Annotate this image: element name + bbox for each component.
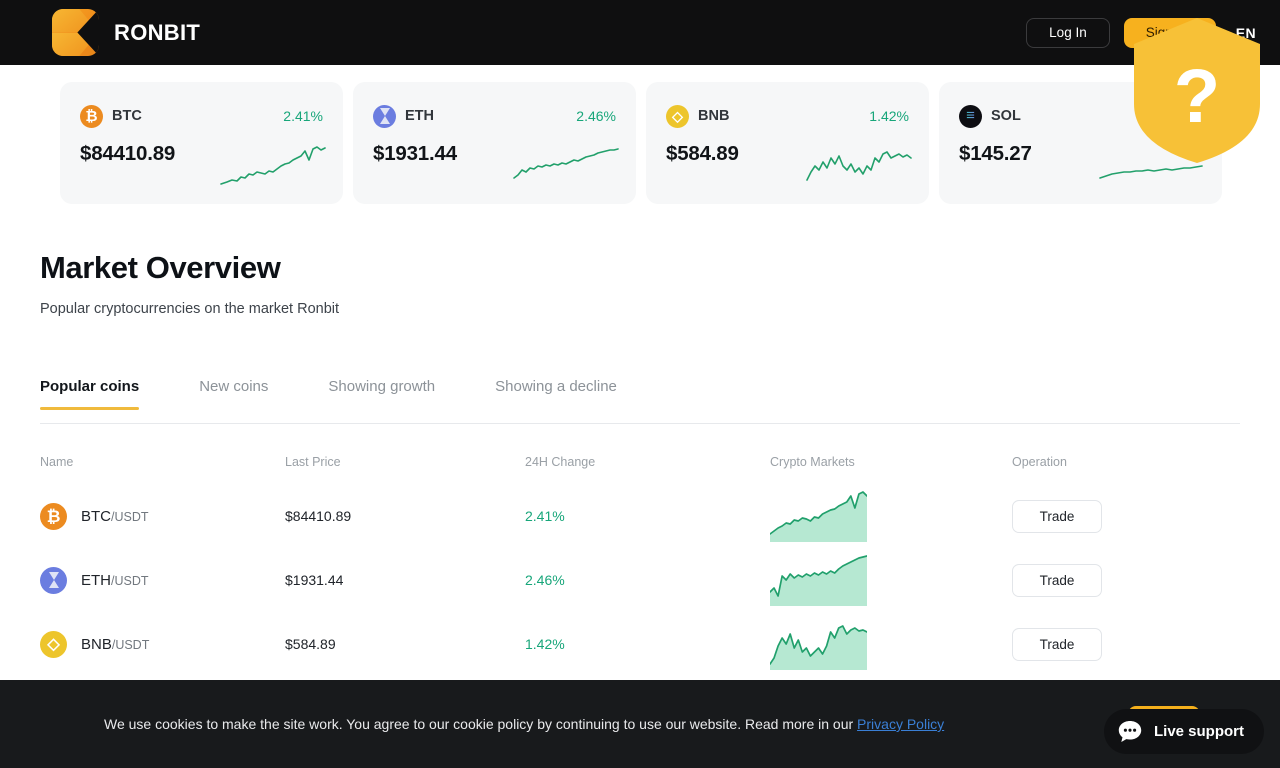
ticker-price: $584.89 xyxy=(666,142,739,165)
pair-base: ETH xyxy=(81,571,111,589)
bnb-icon xyxy=(40,630,67,658)
pair-cell: BTC/USDT xyxy=(40,502,285,530)
table-row[interactable]: ETH/USDT $1931.44 2.46% Trade xyxy=(40,548,1240,612)
table-row[interactable]: BNB/USDT $584.89 1.42% Trade xyxy=(40,612,1240,676)
column-header-operation: Operation xyxy=(1012,455,1067,469)
chat-bubble-icon xyxy=(1117,719,1143,745)
column-header-crypto-markets: Crypto Markets xyxy=(770,455,855,469)
pair-quote: /USDT xyxy=(111,637,150,652)
cell-24h-change: 1.42% xyxy=(525,636,565,652)
table-header-row: Name Last Price 24H Change Crypto Market… xyxy=(40,440,1240,484)
ticker-symbol: BNB xyxy=(698,108,730,124)
column-header-24h-change: 24H Change xyxy=(525,455,596,469)
trade-button[interactable]: Trade xyxy=(1012,499,1102,533)
column-header-last-price: Last Price xyxy=(285,455,341,469)
bitcoin-icon xyxy=(40,502,67,530)
cell-crypto-markets xyxy=(770,490,1012,542)
cookie-banner: We use cookies to make the site work. Yo… xyxy=(0,680,1280,768)
cell-24h-change: 2.46% xyxy=(525,572,565,588)
pair-cell: ETH/USDT xyxy=(40,566,285,594)
ticker-sparkline xyxy=(512,144,620,190)
pair-label: BTC/USDT xyxy=(81,508,149,525)
tab-showing-growth[interactable]: Showing growth xyxy=(328,378,435,409)
pair-base: BTC xyxy=(81,507,111,525)
ticker-price: $145.27 xyxy=(959,142,1032,165)
cell-crypto-markets xyxy=(770,618,1012,670)
ethereum-icon xyxy=(373,104,396,128)
ticker-sparkline xyxy=(805,144,913,190)
cell-last-price: $1931.44 xyxy=(285,572,344,588)
solana-icon xyxy=(959,104,982,128)
tab-popular-coins[interactable]: Popular coins xyxy=(40,378,140,410)
pair-quote: /USDT xyxy=(111,573,149,588)
page-title: Market Overview xyxy=(40,250,281,285)
column-header-name: Name xyxy=(40,455,74,469)
pair-cell: BNB/USDT xyxy=(40,630,285,658)
live-support-button[interactable]: Live support xyxy=(1103,709,1264,754)
cookie-text: We use cookies to make the site work. Yo… xyxy=(104,716,944,732)
ticker-price: $84410.89 xyxy=(80,142,176,165)
brand-name: RONBIT xyxy=(114,19,201,45)
bitcoin-icon xyxy=(80,104,103,128)
privacy-policy-link[interactable]: Privacy Policy xyxy=(857,716,945,732)
ticker-symbol: BTC xyxy=(112,108,142,124)
live-support-label: Live support xyxy=(1153,723,1244,740)
pair-label: BNB/USDT xyxy=(81,636,149,653)
login-button[interactable]: Log In xyxy=(1026,17,1110,48)
market-tabs: Popular coins New coins Showing growth S… xyxy=(40,378,1240,424)
ticker-card[interactable]: BNB 1.42% $584.89 xyxy=(646,82,929,204)
cell-last-price: $84410.89 xyxy=(285,508,352,524)
ticker-card-list: BTC 2.41% $84410.89 ETH 2.46% $1931.44 B… xyxy=(60,82,1222,204)
ticker-change: 1.42% xyxy=(869,108,909,124)
row-sparkline xyxy=(770,618,867,670)
cell-last-price: $584.89 xyxy=(285,636,336,652)
market-table: Name Last Price 24H Change Crypto Market… xyxy=(40,440,1240,676)
bnb-icon xyxy=(666,104,689,128)
page-subtitle: Popular cryptocurrencies on the market R… xyxy=(40,301,340,317)
ticker-symbol: ETH xyxy=(405,108,434,124)
ticker-card[interactable]: ETH 2.46% $1931.44 xyxy=(353,82,636,204)
cell-24h-change: 2.41% xyxy=(525,508,565,524)
cookie-message: We use cookies to make the site work. Yo… xyxy=(104,716,858,732)
ticker-change: 2.41% xyxy=(283,108,323,124)
cell-operation: Trade xyxy=(1012,627,1212,661)
cell-operation: Trade xyxy=(1012,563,1212,597)
pair-base: BNB xyxy=(81,635,112,653)
row-sparkline xyxy=(770,490,867,542)
brand[interactable]: RONBIT xyxy=(52,9,200,56)
ticker-card[interactable]: BTC 2.41% $84410.89 xyxy=(60,82,343,204)
cell-operation: Trade xyxy=(1012,499,1212,533)
ticker-sparkline xyxy=(1098,144,1206,190)
trade-button[interactable]: Trade xyxy=(1012,563,1102,597)
ticker-symbol: SOL xyxy=(991,108,1021,124)
row-sparkline xyxy=(770,554,867,606)
pair-quote: /USDT xyxy=(111,509,149,524)
table-row[interactable]: BTC/USDT $84410.89 2.41% Trade xyxy=(40,484,1240,548)
ticker-price: $1931.44 xyxy=(373,142,457,165)
ticker-change: 2.46% xyxy=(576,108,616,124)
site-header: RONBIT Log In Sign Up EN xyxy=(0,0,1280,65)
tab-showing-a-decline[interactable]: Showing a decline xyxy=(495,378,617,409)
help-shield-icon[interactable]: ? xyxy=(1134,18,1260,163)
help-shield-glyph: ? xyxy=(1174,54,1220,139)
tab-new-coins[interactable]: New coins xyxy=(199,378,268,409)
cell-crypto-markets xyxy=(770,554,1012,606)
ethereum-icon xyxy=(40,566,67,594)
ticker-sparkline xyxy=(219,144,327,190)
pair-label: ETH/USDT xyxy=(81,572,149,589)
ronbit-logo-icon xyxy=(52,9,99,56)
trade-button[interactable]: Trade xyxy=(1012,627,1102,661)
